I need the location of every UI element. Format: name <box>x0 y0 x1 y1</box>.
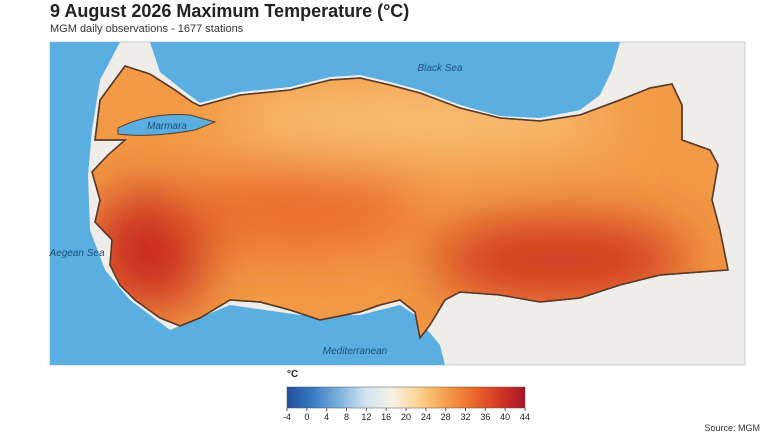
sea-label: Black Sea <box>417 63 462 74</box>
tick-label: 20 <box>401 412 411 422</box>
sea-label: Marmara <box>147 121 187 132</box>
tick-label: 44 <box>520 412 530 422</box>
colorbar-ticks: -4 0 4 8 12 16 20 24 28 32 36 40 44 <box>283 408 530 422</box>
black-sea <box>150 42 620 118</box>
tick-label: 12 <box>361 412 371 422</box>
tick-label: 32 <box>460 412 470 422</box>
sea-label: Mediterranean <box>323 346 388 357</box>
tick-label: 24 <box>421 412 431 422</box>
source: Source: MGM <box>704 423 760 433</box>
tick-label: 36 <box>480 412 490 422</box>
marmara-sea <box>117 114 217 136</box>
tick-label: 28 <box>441 412 451 422</box>
tick-label: 16 <box>381 412 391 422</box>
tick-label: -4 <box>283 412 291 422</box>
aegean-mediterranean <box>50 42 445 365</box>
colorbar-label: °C <box>287 369 298 380</box>
tick-label: 0 <box>304 412 309 422</box>
tick-label: 4 <box>324 412 329 422</box>
turkey <box>91 65 729 339</box>
tick-label: 8 <box>344 412 349 422</box>
sea-label: Aegean Sea <box>48 248 104 259</box>
subtitle: MGM daily observations - 1677 stations <box>50 23 244 35</box>
colorbar <box>286 386 526 409</box>
title: 9 August 2026 Maximum Temperature (°C) <box>50 1 409 21</box>
tick-label: 40 <box>500 412 510 422</box>
